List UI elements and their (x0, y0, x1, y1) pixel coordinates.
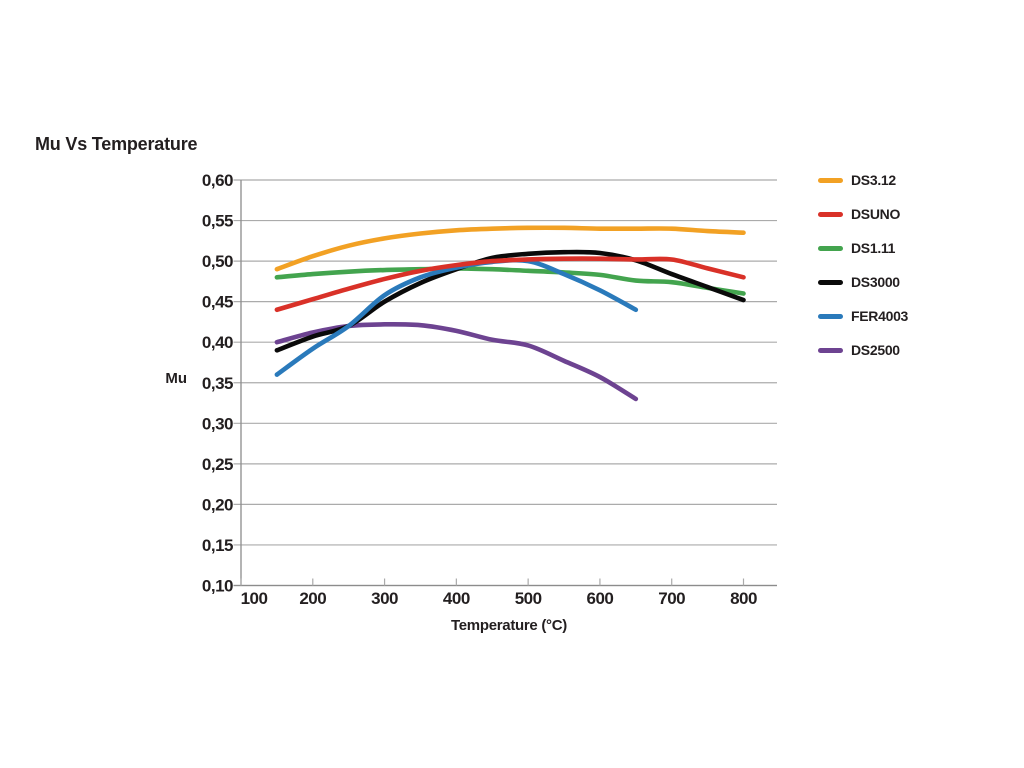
legend: DS3.12 DSUNO DS1.11 DS3000 FER4003 DS2500 (818, 163, 908, 367)
legend-item: DS2500 (818, 333, 908, 367)
legend-label: DSUNO (851, 206, 901, 222)
x-axis-title: Temperature (°C) (451, 617, 567, 634)
legend-label: DS2500 (851, 342, 900, 358)
x-tick-label: 400 (443, 589, 470, 608)
y-axis-title: Mu (165, 370, 187, 387)
x-tick-label: 800 (730, 589, 757, 608)
legend-label: FER4003 (851, 308, 909, 324)
legend-item: DSUNO (818, 197, 908, 231)
y-tick-label: 0,20 (202, 495, 233, 514)
y-tick-label: 0,60 (202, 171, 233, 190)
series-line-DS3.12 (274, 225, 746, 272)
legend-item: DS3.12 (818, 163, 908, 197)
x-tick-label: 100 (241, 589, 268, 608)
y-tick-label: 0,15 (202, 536, 233, 555)
y-tick-label: 0,40 (202, 333, 233, 352)
legend-label: DS3000 (851, 274, 900, 290)
x-tick-label: 500 (515, 589, 542, 608)
x-tick-label: 600 (586, 589, 613, 608)
y-tick-label: 0,10 (202, 577, 233, 596)
series-line-FER4003 (274, 257, 639, 377)
legend-swatch (818, 313, 843, 319)
series-line-DS1.11 (274, 266, 746, 296)
legend-swatch (818, 211, 843, 217)
legend-item: DS3000 (818, 265, 908, 299)
y-tick-label: 0,45 (202, 293, 233, 312)
legend-swatch (818, 245, 843, 251)
series-line-DSUNO (274, 256, 746, 313)
legend-swatch (818, 177, 843, 183)
chart-title: Mu Vs Temperature (35, 134, 198, 154)
legend-swatch (818, 279, 843, 285)
y-tick-label: 0,35 (202, 374, 233, 393)
legend-swatch (818, 347, 843, 353)
legend-item: FER4003 (818, 299, 908, 333)
series-line-DS2500 (274, 321, 639, 402)
x-tick-label: 300 (371, 589, 398, 608)
y-tick-label: 0,25 (202, 455, 233, 474)
legend-item: DS1.11 (818, 231, 908, 265)
y-tick-label: 0,30 (202, 414, 233, 433)
legend-label: DS3.12 (851, 172, 896, 188)
x-tick-label: 200 (299, 589, 326, 608)
x-tick-label: 700 (658, 589, 685, 608)
y-tick-label: 0,55 (202, 212, 233, 231)
y-tick-label: 0,50 (202, 252, 233, 271)
legend-label: DS1.11 (851, 240, 896, 256)
